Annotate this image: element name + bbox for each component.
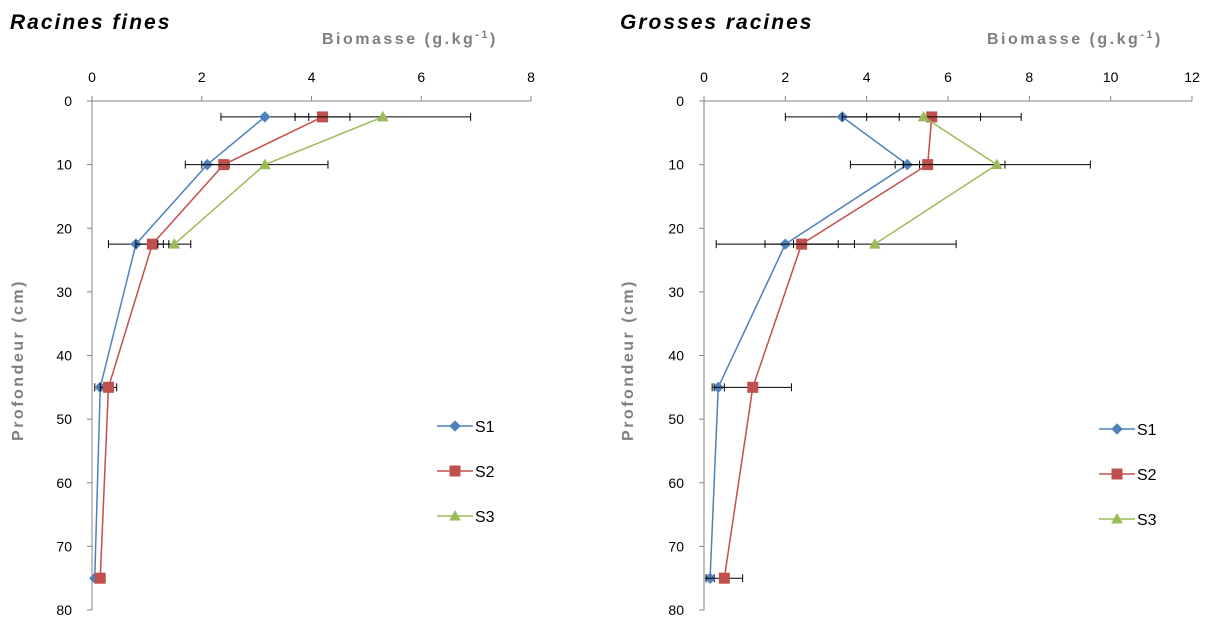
- y-tick-label: 50: [56, 411, 72, 427]
- legend-marker: [1111, 423, 1123, 435]
- legend-marker: [449, 420, 461, 432]
- x-tick-label: 8: [1025, 69, 1033, 85]
- x-tick-label: 2: [198, 69, 206, 85]
- legend-item-s3: S3: [437, 509, 495, 526]
- series-line: [874, 116, 999, 245]
- x-tick-label: 0: [88, 69, 96, 85]
- legend-item-s1: S1: [1099, 422, 1157, 439]
- chart-grosses-racines: Grosses racines Biomasse (g.kg-1) Profon…: [620, 11, 1200, 618]
- y-axis-title: Profondeur (cm): [620, 279, 637, 441]
- x-tick-label: 4: [308, 69, 316, 85]
- data-point: [747, 381, 759, 393]
- legend-label: S3: [1137, 512, 1157, 529]
- data-point: [917, 110, 930, 122]
- y-tick-label: 60: [668, 475, 684, 491]
- y-tick-label: 50: [668, 411, 684, 427]
- series-s3: [792, 110, 1091, 249]
- data-point: [259, 111, 271, 123]
- x-tick-label: 10: [1103, 69, 1119, 85]
- x-tick-label: 2: [781, 69, 789, 85]
- data-point: [990, 158, 1003, 170]
- y-tick-label: 80: [668, 602, 684, 618]
- y-tick-label: 10: [668, 157, 684, 173]
- y-tick-label: 70: [668, 538, 684, 554]
- legend-label: S2: [475, 464, 495, 481]
- legend-label: S3: [475, 509, 495, 526]
- y-tick-label: 30: [56, 284, 72, 300]
- y-tick-label: 60: [56, 475, 72, 491]
- legend-item-s2: S2: [1099, 467, 1157, 484]
- x-axis-title: Biomasse (g.kg-1): [322, 29, 498, 48]
- y-axis-title: Profondeur (cm): [10, 279, 27, 441]
- x-tick-label: 6: [417, 69, 425, 85]
- legend-marker: [1111, 512, 1123, 524]
- legend-item-s2: S2: [437, 464, 495, 481]
- legend-label: S1: [475, 419, 495, 436]
- series-s1: [89, 111, 310, 584]
- data-point: [376, 110, 389, 122]
- y-tick-label: 20: [56, 220, 72, 236]
- y-tick-label: 0: [64, 93, 72, 109]
- data-point: [259, 158, 271, 170]
- series-line: [173, 116, 384, 245]
- y-tick-label: 40: [668, 348, 684, 364]
- chart-title: Grosses racines: [620, 11, 813, 34]
- legend-item-s3: S3: [1099, 512, 1157, 529]
- y-tick-label: 70: [56, 538, 72, 554]
- data-point: [102, 381, 114, 393]
- chart-title: Racines fines: [10, 11, 171, 34]
- data-point: [94, 572, 106, 584]
- series-line: [723, 116, 933, 579]
- x-axis-title: Biomasse (g.kg-1): [987, 29, 1163, 48]
- x-tick-label: 0: [700, 69, 708, 85]
- series-line: [99, 116, 323, 579]
- y-tick-label: 20: [668, 220, 684, 236]
- legend-marker: [1111, 468, 1123, 480]
- x-tick-label: 4: [863, 69, 871, 85]
- y-tick-label: 0: [676, 93, 684, 109]
- series-s1: [704, 111, 921, 584]
- data-point: [718, 572, 730, 584]
- chart-racines-fines: Racines fines Biomasse (g.kg-1) Profonde…: [10, 11, 535, 618]
- y-tick-label: 10: [56, 157, 72, 173]
- legend-marker: [449, 465, 461, 477]
- legend-label: S1: [1137, 422, 1157, 439]
- legend-label: S2: [1137, 467, 1157, 484]
- y-tick-label: 40: [56, 348, 72, 364]
- y-tick-label: 30: [668, 284, 684, 300]
- legend-marker: [449, 509, 461, 521]
- legend-item-s1: S1: [437, 419, 495, 436]
- data-point: [868, 238, 881, 249]
- data-point: [146, 238, 158, 250]
- y-tick-label: 80: [56, 602, 72, 618]
- series-s2: [705, 111, 1022, 584]
- x-tick-label: 8: [527, 69, 535, 85]
- series-s3: [157, 110, 472, 249]
- x-tick-label: 6: [944, 69, 952, 85]
- x-tick-label: 12: [1184, 69, 1200, 85]
- data-point: [168, 238, 181, 249]
- series-line: [709, 116, 909, 579]
- series-s2: [94, 111, 351, 584]
